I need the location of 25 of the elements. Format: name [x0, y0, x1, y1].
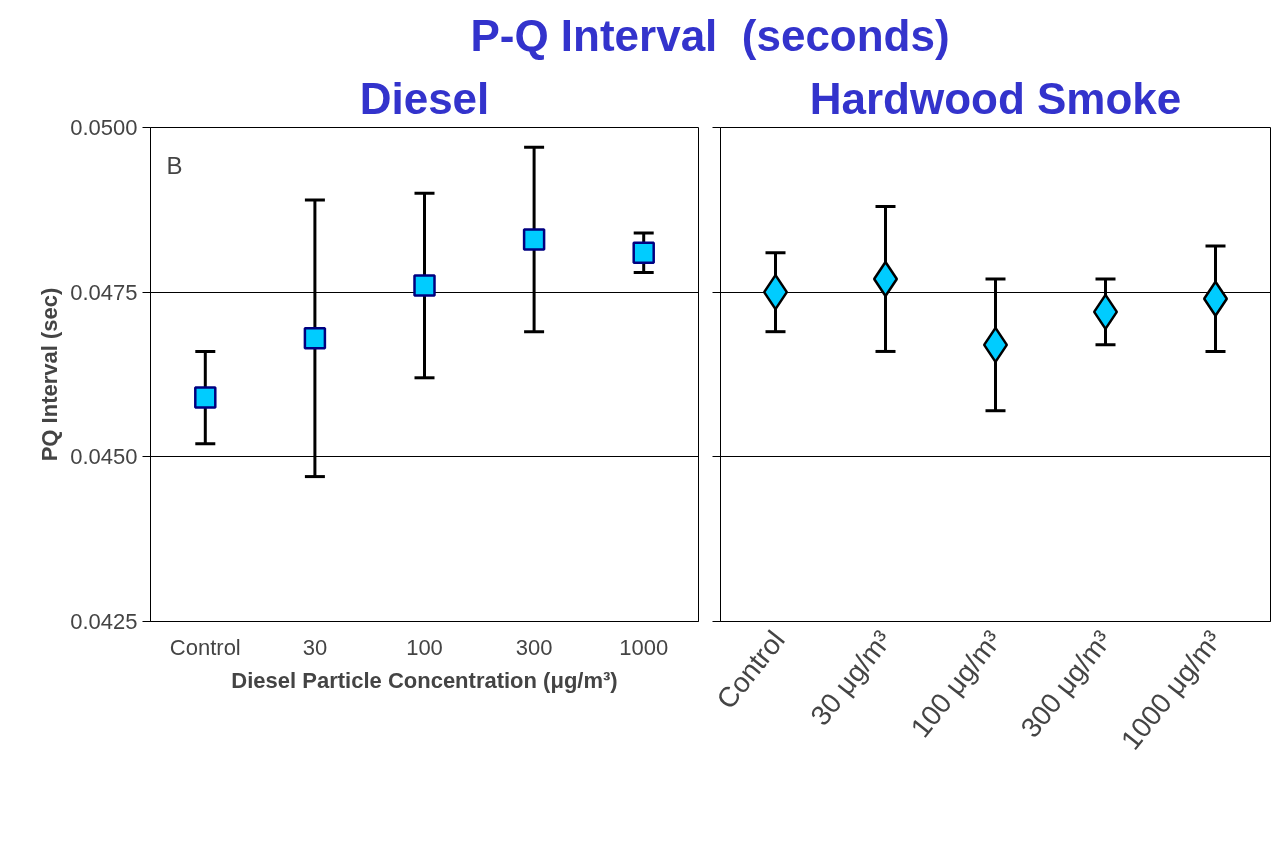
y-tick-label: 0.0475 [70, 279, 138, 305]
point [872, 260, 899, 298]
x-tick-label: 100 [406, 634, 443, 660]
x-axis-title: Diesel Particle Concentration (μg/m³) [231, 667, 618, 693]
y-tick-label: 0.0450 [70, 444, 138, 470]
point [194, 386, 217, 409]
point [632, 241, 655, 264]
point [303, 327, 327, 350]
point [762, 273, 789, 311]
y-tick-label: 0.0500 [70, 115, 138, 140]
x-tick-label: Control [169, 634, 241, 660]
point [1092, 293, 1119, 331]
point [413, 274, 436, 297]
point [1202, 280, 1229, 317]
chart-subtitle: Hardwood Smoke [809, 73, 1182, 123]
y-tick-label: 0.0425 [70, 609, 138, 634]
x-tick-label: 300 [515, 634, 553, 660]
chart-subtitle: Diesel [359, 73, 490, 123]
x-tick-label: 1000 [619, 634, 669, 660]
y-axis-title: PQ Interval (sec) [37, 287, 63, 462]
x-tick-label: 30 [302, 634, 328, 660]
chart-title: P-Q Interval (seconds) [470, 10, 950, 62]
annotation: B [166, 151, 183, 179]
point [982, 326, 1009, 364]
point [522, 228, 546, 251]
